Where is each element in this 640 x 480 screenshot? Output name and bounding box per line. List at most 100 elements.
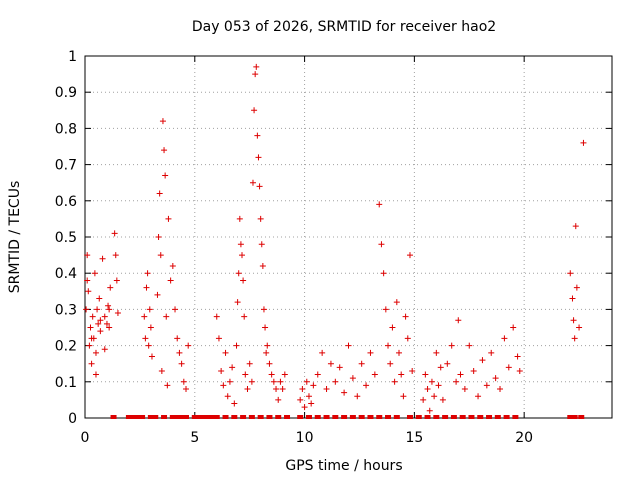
- data-point: [105, 302, 112, 309]
- data-point: [96, 295, 103, 302]
- data-point: [387, 360, 394, 367]
- data-point: [275, 396, 282, 403]
- data-point: [573, 284, 580, 291]
- zero-value-point: [442, 415, 449, 419]
- zero-value-point: [248, 415, 255, 419]
- data-point: [229, 364, 236, 371]
- data-point: [89, 313, 96, 320]
- data-points: [83, 63, 587, 419]
- zero-value-point: [196, 415, 203, 419]
- data-point: [259, 262, 266, 269]
- zero-value-point: [139, 415, 146, 419]
- zero-value-point: [240, 415, 247, 419]
- data-point: [99, 255, 106, 262]
- data-point: [239, 252, 246, 259]
- data-point: [258, 241, 265, 248]
- data-point: [299, 386, 306, 393]
- data-point: [233, 342, 240, 349]
- data-point: [336, 364, 343, 371]
- y-tick-label: 0.1: [55, 375, 77, 391]
- data-point: [332, 378, 339, 385]
- data-point: [570, 317, 577, 324]
- data-point: [453, 378, 460, 385]
- data-point: [376, 201, 383, 208]
- data-point: [103, 320, 110, 327]
- data-point: [222, 349, 229, 356]
- data-point: [83, 306, 90, 313]
- data-point: [165, 215, 172, 222]
- data-point: [382, 306, 389, 313]
- zero-value-point: [459, 415, 466, 419]
- data-point: [91, 270, 98, 277]
- zero-value-point: [385, 415, 392, 419]
- zero-value-point: [376, 415, 383, 419]
- x-axis: 0 5 10 15 20: [81, 56, 533, 446]
- data-point: [255, 154, 262, 161]
- data-point: [106, 324, 113, 331]
- data-point: [163, 313, 170, 320]
- data-point: [461, 386, 468, 393]
- zero-value-point: [134, 415, 141, 419]
- data-point: [279, 386, 286, 393]
- y-tick-label: 0.3: [55, 302, 77, 318]
- zero-value-point: [571, 415, 578, 419]
- data-point: [501, 335, 508, 342]
- zero-value-point: [578, 415, 585, 419]
- data-point: [156, 190, 163, 197]
- zero-value-point: [512, 415, 519, 419]
- zero-value-point: [477, 415, 484, 419]
- data-point: [142, 335, 149, 342]
- y-tick-label: 0.4: [55, 266, 77, 282]
- data-point: [266, 360, 273, 367]
- data-point: [237, 241, 244, 248]
- data-point: [183, 386, 190, 393]
- data-point: [141, 313, 148, 320]
- data-point: [161, 147, 168, 154]
- data-point: [305, 393, 312, 400]
- data-point: [88, 360, 95, 367]
- data-point: [144, 270, 151, 277]
- y-axis: 0 0.1 0.2 0.3 0.4 0.5 0.6 0.7 0.8 0.9 1: [55, 49, 612, 427]
- data-point: [439, 396, 446, 403]
- zero-value-point: [231, 415, 238, 419]
- data-point: [435, 382, 442, 389]
- zero-value-point: [415, 415, 422, 419]
- data-point: [148, 353, 155, 360]
- data-point: [393, 299, 400, 306]
- data-point: [389, 324, 396, 331]
- data-point: [479, 357, 486, 364]
- data-point: [155, 234, 162, 240]
- data-point: [84, 252, 91, 259]
- zero-value-point: [468, 415, 475, 419]
- data-point: [178, 360, 185, 367]
- zero-value-point: [494, 415, 501, 419]
- data-point: [378, 241, 385, 248]
- zero-value-point: [305, 415, 312, 419]
- y-tick-label: 0.9: [55, 85, 77, 101]
- data-point: [164, 382, 171, 389]
- data-point: [262, 324, 269, 331]
- data-point: [273, 386, 280, 393]
- data-point: [85, 288, 92, 295]
- data-point: [277, 378, 284, 385]
- y-tick-label: 0.5: [55, 230, 77, 246]
- data-point: [448, 342, 455, 349]
- zero-value-point: [275, 415, 282, 419]
- zero-value-point: [209, 415, 216, 419]
- x-tick-label: 10: [296, 430, 314, 446]
- data-point: [483, 382, 490, 389]
- data-point: [101, 346, 108, 353]
- x-tick-label: 0: [81, 430, 90, 446]
- data-point: [174, 335, 181, 342]
- y-tick-label: 0: [68, 411, 77, 427]
- zero-value-point: [147, 415, 154, 419]
- data-point: [380, 270, 387, 277]
- data-point: [455, 317, 462, 324]
- data-point: [308, 400, 315, 407]
- data-point: [457, 371, 464, 378]
- data-point: [86, 342, 93, 349]
- zero-value-point: [450, 415, 457, 419]
- data-point: [95, 320, 102, 327]
- zero-value-point: [393, 415, 400, 419]
- data-point: [159, 118, 166, 125]
